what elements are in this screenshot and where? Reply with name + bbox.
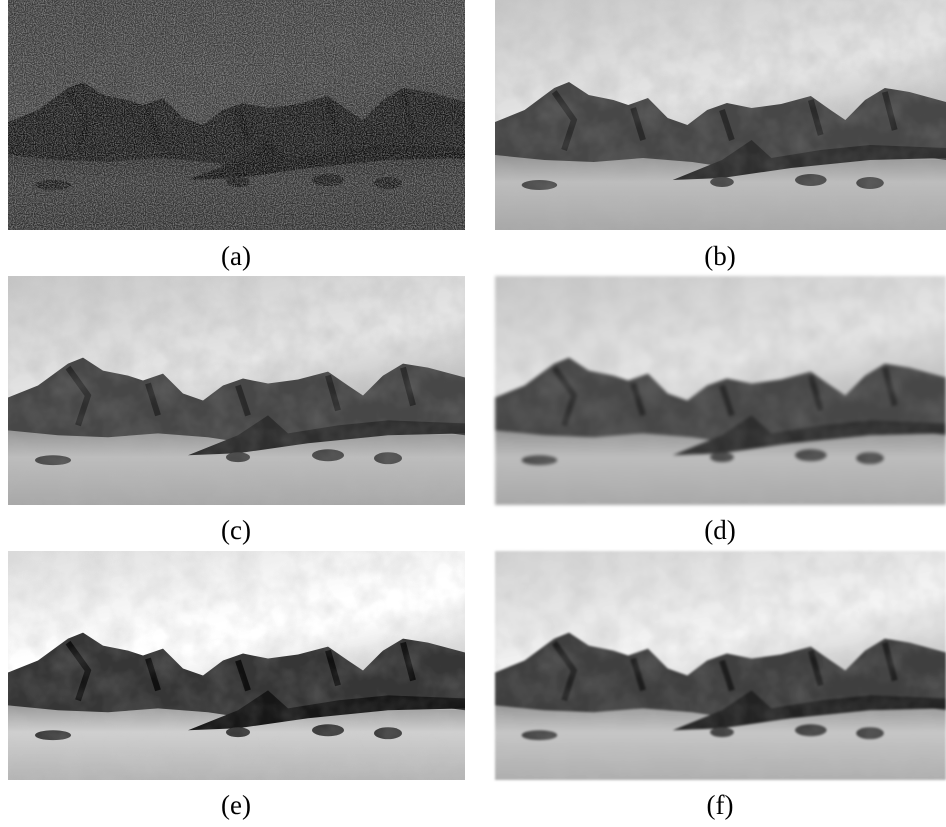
caption: (b)	[704, 241, 735, 271]
image-a	[8, 0, 465, 230]
image-c	[8, 276, 465, 505]
image-e	[8, 551, 465, 780]
caption: (a)	[221, 241, 251, 271]
caption: (d)	[704, 515, 735, 545]
caption: (c)	[221, 515, 251, 545]
image-d	[495, 276, 946, 505]
caption: (e)	[221, 790, 251, 820]
image-b	[495, 0, 946, 230]
figure: (a) (b) (c) (d) (e) (f)	[0, 0, 946, 827]
caption: (f)	[707, 790, 734, 820]
image-f	[495, 551, 946, 780]
